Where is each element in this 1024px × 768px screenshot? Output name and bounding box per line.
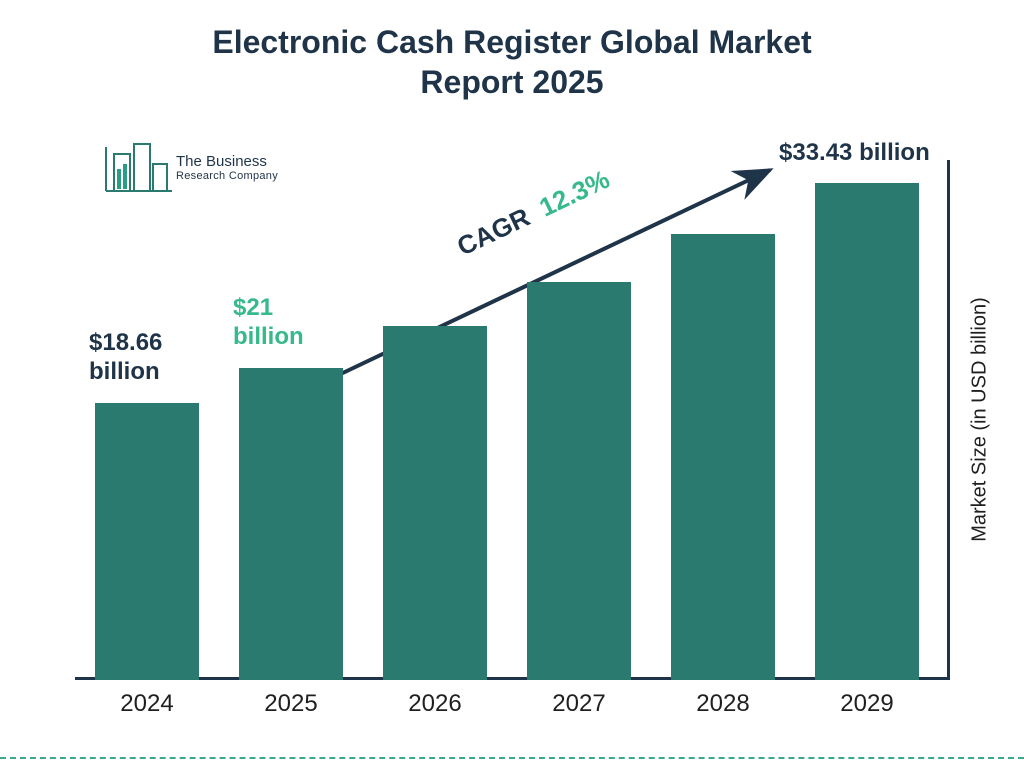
chart-container: Electronic Cash Register Global Market R…	[0, 0, 1024, 768]
xlabel-2026: 2026	[383, 690, 487, 718]
bar-2028	[671, 234, 775, 680]
xlabel-2025: 2025	[239, 690, 343, 718]
bar-2027	[527, 282, 631, 680]
xlabel-2027: 2027	[527, 690, 631, 718]
title-line1: Electronic Cash Register Global Market	[212, 24, 811, 60]
bottom-dashed-divider	[0, 757, 1024, 759]
value-label-2024: $18.66billion	[89, 329, 209, 387]
y-axis-label: Market Size (in USD billion)	[969, 290, 992, 550]
xlabel-2029: 2029	[815, 690, 919, 718]
bar-chart: CAGR 12.3%	[75, 160, 950, 680]
value-label-2025: $21billion	[233, 294, 353, 352]
bar-2025	[239, 368, 343, 680]
xlabel-2028: 2028	[671, 690, 775, 718]
chart-title: Electronic Cash Register Global Market R…	[0, 22, 1024, 102]
xlabel-2024: 2024	[95, 690, 199, 718]
value-label-2029: $33.43 billion	[779, 139, 979, 168]
bar-2026	[383, 326, 487, 680]
title-line2: Report 2025	[420, 64, 603, 100]
bar-2029	[815, 183, 919, 680]
bar-2024	[95, 403, 199, 680]
